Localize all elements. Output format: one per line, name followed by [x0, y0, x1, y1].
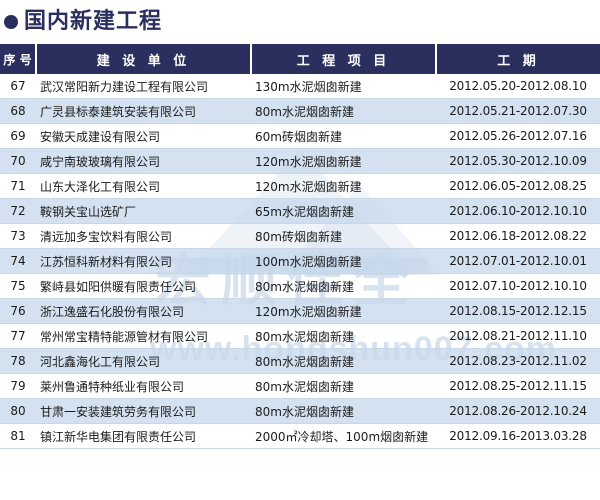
- cell-project: 120m水泥烟囱新建: [251, 148, 436, 174]
- projects-table: 序 号 建 设 单 位 工 程 项 目 工 期 67 武汉常阳新力建设工程有限公司…: [0, 44, 600, 449]
- page-title-label: 国内新建工程: [24, 9, 163, 34]
- table-row: 80 甘肃一安装建筑劳务有限公司 80m水泥烟囱新建 2012.08.26-2012.…: [0, 398, 600, 424]
- cell-unit: 莱州鲁通特种纸业有限公司: [36, 373, 251, 399]
- projects-table-container: 序 号 建 设 单 位 工 程 项 目 工 期 67 武汉常阳新力建设工程有限公司…: [0, 44, 600, 449]
- table-row: 78 河北鑫海化工有限公司 80m水泥烟囱新建 2012.08.23-2012.11.…: [0, 348, 600, 374]
- table-row: 73 清远加多宝饮料有限公司 80m砖烟囱新建 2012.06.18-2012.08.…: [0, 223, 600, 249]
- cell-project: 80m砖烟囱新建: [251, 223, 436, 249]
- cell-project: 2000㎡冷却塔、100m烟囱新建: [251, 423, 436, 449]
- cell-duration: 2012.06.10-2012.10.10: [436, 198, 600, 224]
- cell-seq: 71: [0, 173, 36, 199]
- cell-seq: 69: [0, 123, 36, 149]
- cell-unit: 广灵县标泰建筑安装有限公司: [36, 98, 251, 124]
- cell-duration: 2012.07.01-2012.10.01: [436, 248, 600, 274]
- cell-duration: 2012.06.18-2012.08.22: [436, 223, 600, 249]
- cell-duration: 2012.07.10-2012.10.10: [436, 273, 600, 299]
- cell-seq: 78: [0, 348, 36, 374]
- cell-project: 60m砖烟囱新建: [251, 123, 436, 149]
- cell-unit: 江苏恒科新材料有限公司: [36, 248, 251, 274]
- cell-project: 80m水泥烟囱新建: [251, 273, 436, 299]
- cell-duration: 2012.05.30-2012.10.09: [436, 148, 600, 174]
- table-row: 74 江苏恒科新材料有限公司 100m水泥烟囱新建 2012.07.01-2012.1…: [0, 248, 600, 274]
- table-row: 77 常州常宝精特能源管材有限公司 80m水泥烟囱新建 2012.08.21-2012…: [0, 323, 600, 349]
- cell-seq: 73: [0, 223, 36, 249]
- table-row: 79 莱州鲁通特种纸业有限公司 80m水泥烟囱新建 2012.08.25-2012.1…: [0, 373, 600, 399]
- cell-unit: 繁峙县如阳供暖有限责任公司: [36, 273, 251, 299]
- table-row: 70 咸宁南玻玻璃有限公司 120m水泥烟囱新建 2012.05.30-2012.10…: [0, 148, 600, 174]
- cell-unit: 浙江逸盛石化股份有限公司: [36, 298, 251, 324]
- cell-unit: 常州常宝精特能源管材有限公司: [36, 323, 251, 349]
- cell-project: 80m水泥烟囱新建: [251, 373, 436, 399]
- cell-duration: 2012.08.26-2012.10.24: [436, 398, 600, 424]
- cell-seq: 67: [0, 74, 36, 99]
- table-row: 81 镇江新华电集团有限责任公司 2000㎡冷却塔、100m烟囱新建 2012.09.…: [0, 423, 600, 449]
- cell-duration: 2012.08.25-2012.11.15: [436, 373, 600, 399]
- column-header-unit: 建 设 单 位: [36, 44, 252, 74]
- cell-project: 120m水泥烟囱新建: [251, 298, 436, 324]
- cell-duration: 2012.09.16-2013.03.28: [436, 423, 600, 449]
- cell-seq: 81: [0, 423, 36, 449]
- column-header-project: 工 程 项 目: [251, 44, 437, 74]
- column-header-seq: 序 号: [0, 44, 37, 74]
- cell-project: 100m水泥烟囱新建: [251, 248, 436, 274]
- cell-unit: 安徽天成建设有限公司: [36, 123, 251, 149]
- cell-seq: 75: [0, 273, 36, 299]
- column-header-duration: 工 期: [436, 44, 600, 74]
- table-row: 68 广灵县标泰建筑安装有限公司 80m水泥烟囱新建 2012.05.21-2012.…: [0, 98, 600, 124]
- cell-project: 80m水泥烟囱新建: [251, 323, 436, 349]
- cell-seq: 72: [0, 198, 36, 224]
- cell-project: 120m水泥烟囱新建: [251, 173, 436, 199]
- cell-unit: 甘肃一安装建筑劳务有限公司: [36, 398, 251, 424]
- cell-project: 65m水泥烟囱新建: [251, 198, 436, 224]
- bullet-circle-icon: [4, 15, 18, 29]
- cell-seq: 70: [0, 148, 36, 174]
- table-row: 72 鞍钢关宝山选矿厂 65m水泥烟囱新建 2012.06.10-2012.10.10: [0, 198, 600, 224]
- cell-unit: 清远加多宝饮料有限公司: [36, 223, 251, 249]
- cell-duration: 2012.08.15-2012.12.15: [436, 298, 600, 324]
- cell-seq: 76: [0, 298, 36, 324]
- cell-seq: 74: [0, 248, 36, 274]
- table-header-row: 序 号 建 设 单 位 工 程 项 目 工 期: [0, 44, 600, 74]
- cell-seq: 77: [0, 323, 36, 349]
- cell-seq: 80: [0, 398, 36, 424]
- cell-project: 80m水泥烟囱新建: [251, 398, 436, 424]
- table-row: 75 繁峙县如阳供暖有限责任公司 80m水泥烟囱新建 2012.07.10-2012.…: [0, 273, 600, 299]
- cell-duration: 2012.08.23-2012.11.02: [436, 348, 600, 374]
- table-row: 67 武汉常阳新力建设工程有限公司 130m水泥烟囱新建 2012.05.20-201…: [0, 74, 600, 99]
- cell-seq: 68: [0, 98, 36, 124]
- table-row: 76 浙江逸盛石化股份有限公司 120m水泥烟囱新建 2012.08.15-2012.…: [0, 298, 600, 324]
- cell-unit: 咸宁南玻玻璃有限公司: [36, 148, 251, 174]
- cell-unit: 河北鑫海化工有限公司: [36, 348, 251, 374]
- table-body: 67 武汉常阳新力建设工程有限公司 130m水泥烟囱新建 2012.05.20-201…: [0, 74, 600, 449]
- cell-seq: 79: [0, 373, 36, 399]
- cell-project: 130m水泥烟囱新建: [251, 74, 436, 99]
- cell-unit: 山东大泽化工有限公司: [36, 173, 251, 199]
- table-row: 69 安徽天成建设有限公司 60m砖烟囱新建 2012.05.26-2012.07.1…: [0, 123, 600, 149]
- cell-project: 80m水泥烟囱新建: [251, 348, 436, 374]
- cell-duration: 2012.08.21-2012.11.10: [436, 323, 600, 349]
- table-row: 71 山东大泽化工有限公司 120m水泥烟囱新建 2012.06.05-2012.08…: [0, 173, 600, 199]
- cell-unit: 鞍钢关宝山选矿厂: [36, 198, 251, 224]
- cell-unit: 镇江新华电集团有限责任公司: [36, 423, 251, 449]
- cell-project: 80m水泥烟囱新建: [251, 98, 436, 124]
- table-header: 序 号 建 设 单 位 工 程 项 目 工 期: [0, 44, 600, 74]
- cell-duration: 2012.05.26-2012.07.16: [436, 123, 600, 149]
- cell-unit: 武汉常阳新力建设工程有限公司: [36, 74, 251, 99]
- page-title: 国内新建工程: [0, 0, 600, 44]
- cell-duration: 2012.05.20-2012.08.10: [436, 74, 600, 99]
- cell-duration: 2012.06.05-2012.08.25: [436, 173, 600, 199]
- cell-duration: 2012.05.21-2012.07.30: [436, 98, 600, 124]
